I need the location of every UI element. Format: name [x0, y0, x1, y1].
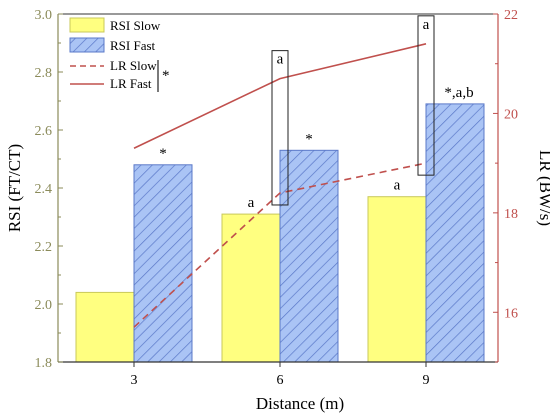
- bar-rsi-fast-9: [425, 103, 485, 363]
- y2-tick-label-20: 20: [504, 107, 518, 122]
- y2-tick-label-18: 18: [504, 207, 518, 222]
- bar-label-rsi-fast-3: *: [159, 146, 167, 162]
- significance-box-label-9: a: [423, 17, 430, 33]
- y-tick-label-2.2: 2.2: [35, 240, 53, 255]
- x-tick-label-3: 3: [131, 373, 138, 388]
- y-tick-label-2.8: 2.8: [35, 66, 53, 81]
- legend-swatch-rsi-slow: [69, 17, 105, 33]
- y-axis-title: RSI (FT/CT): [5, 144, 24, 232]
- legend-label-lr-slow: LR Slow: [110, 58, 157, 73]
- x-tick-label-9: 9: [423, 373, 430, 388]
- bar-label-rsi-slow-6: a: [248, 195, 255, 211]
- bar-rsi-slow-9: [367, 196, 427, 363]
- bar-rsi-slow-6: [221, 213, 281, 363]
- line-lr-fast: [133, 43, 427, 149]
- legend-swatch-rsi-fast: [69, 37, 105, 53]
- bar-label-rsi-slow-9: a: [394, 178, 401, 194]
- legend-label-rsi-fast: RSI Fast: [110, 38, 156, 53]
- x-tick-label-6: 6: [277, 373, 284, 388]
- x-axis-title: Distance (m): [256, 394, 344, 413]
- significance-box-label-6: a: [277, 52, 284, 68]
- bar-rsi-fast-6: [279, 149, 339, 363]
- legend-bracket-mark: *: [162, 68, 170, 84]
- y-tick-label-3.0: 3.0: [35, 8, 53, 23]
- y-tick-label-2.0: 2.0: [35, 298, 53, 313]
- y2-axis-title: LR (BW/s): [536, 150, 550, 226]
- y-tick-label-1.8: 1.8: [35, 356, 53, 371]
- y-tick-label-2.6: 2.6: [35, 124, 53, 139]
- y-tick-label-2.4: 2.4: [35, 182, 53, 197]
- line-lr-slow: [133, 162, 427, 328]
- legend-label-rsi-slow: RSI Slow: [110, 18, 161, 33]
- significance-box-9: [417, 15, 435, 176]
- bar-label-rsi-fast-9: *,a,b: [444, 85, 473, 101]
- bar-rsi-fast-3: [133, 164, 193, 363]
- bar-rsi-slow-3: [75, 291, 135, 363]
- bar-label-rsi-fast-6: *: [305, 131, 313, 147]
- y2-tick-label-16: 16: [504, 306, 518, 321]
- legend-label-lr-fast: LR Fast: [110, 76, 152, 91]
- significance-box-6: [271, 50, 289, 206]
- y2-tick-label-22: 22: [504, 8, 518, 23]
